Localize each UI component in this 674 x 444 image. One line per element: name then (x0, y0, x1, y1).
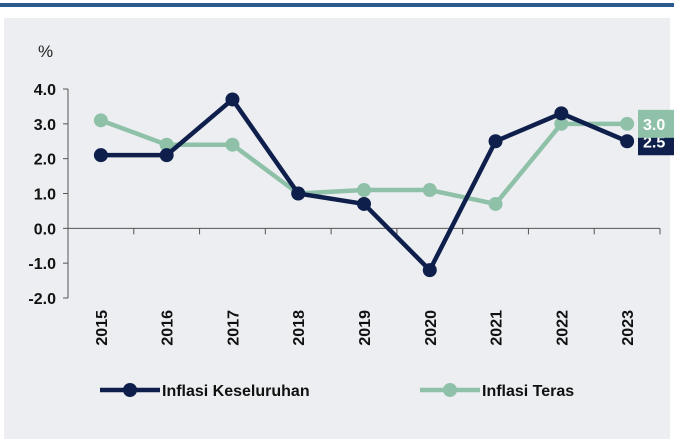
x-tick-label: 2022 (554, 310, 571, 346)
x-tick-label: 2017 (225, 310, 242, 346)
value-label: 2.5 (643, 134, 665, 151)
legend-label: Inflasi Teras (482, 383, 574, 400)
top-rule (0, 3, 674, 7)
y-tick-label: 0.0 (34, 221, 56, 238)
x-tick-label: 2021 (489, 310, 506, 346)
y-tick-label: 4.0 (34, 82, 56, 99)
series-marker (225, 137, 240, 152)
legend-label: Inflasi Keseluruhan (162, 383, 310, 400)
x-tick-label: 2016 (160, 310, 177, 346)
y-tick-label: -2.0 (28, 291, 56, 308)
x-tick-label: 2023 (620, 310, 637, 346)
x-tick-label: 2020 (423, 310, 440, 346)
y-axis-label: % (38, 42, 53, 61)
y-tick-label: 2.0 (34, 152, 56, 169)
series-marker (93, 148, 108, 163)
series-marker (488, 134, 503, 149)
series-marker (357, 196, 371, 211)
series-marker (488, 196, 503, 211)
y-tick-label: 3.0 (34, 117, 56, 134)
series-marker (225, 92, 240, 107)
series-marker (159, 148, 174, 163)
legend-marker (443, 383, 457, 397)
value-label-box (638, 109, 674, 138)
y-tick-label: 1.0 (34, 187, 56, 204)
series-marker (357, 183, 371, 198)
series-marker (554, 116, 569, 131)
legend-marker (123, 383, 137, 397)
series-marker (291, 186, 306, 201)
series-marker (620, 134, 635, 149)
x-tick-label: 2015 (94, 310, 111, 346)
x-tick-label: 2018 (291, 310, 308, 346)
series-marker (93, 113, 108, 128)
series-marker (159, 137, 174, 152)
series-marker (554, 106, 569, 121)
series-marker (620, 116, 635, 131)
y-tick-label: -1.0 (28, 256, 56, 273)
series-marker (422, 263, 437, 278)
x-tick-label: 2019 (357, 310, 374, 346)
series-marker (422, 183, 437, 198)
value-label: 3.0 (643, 117, 665, 134)
